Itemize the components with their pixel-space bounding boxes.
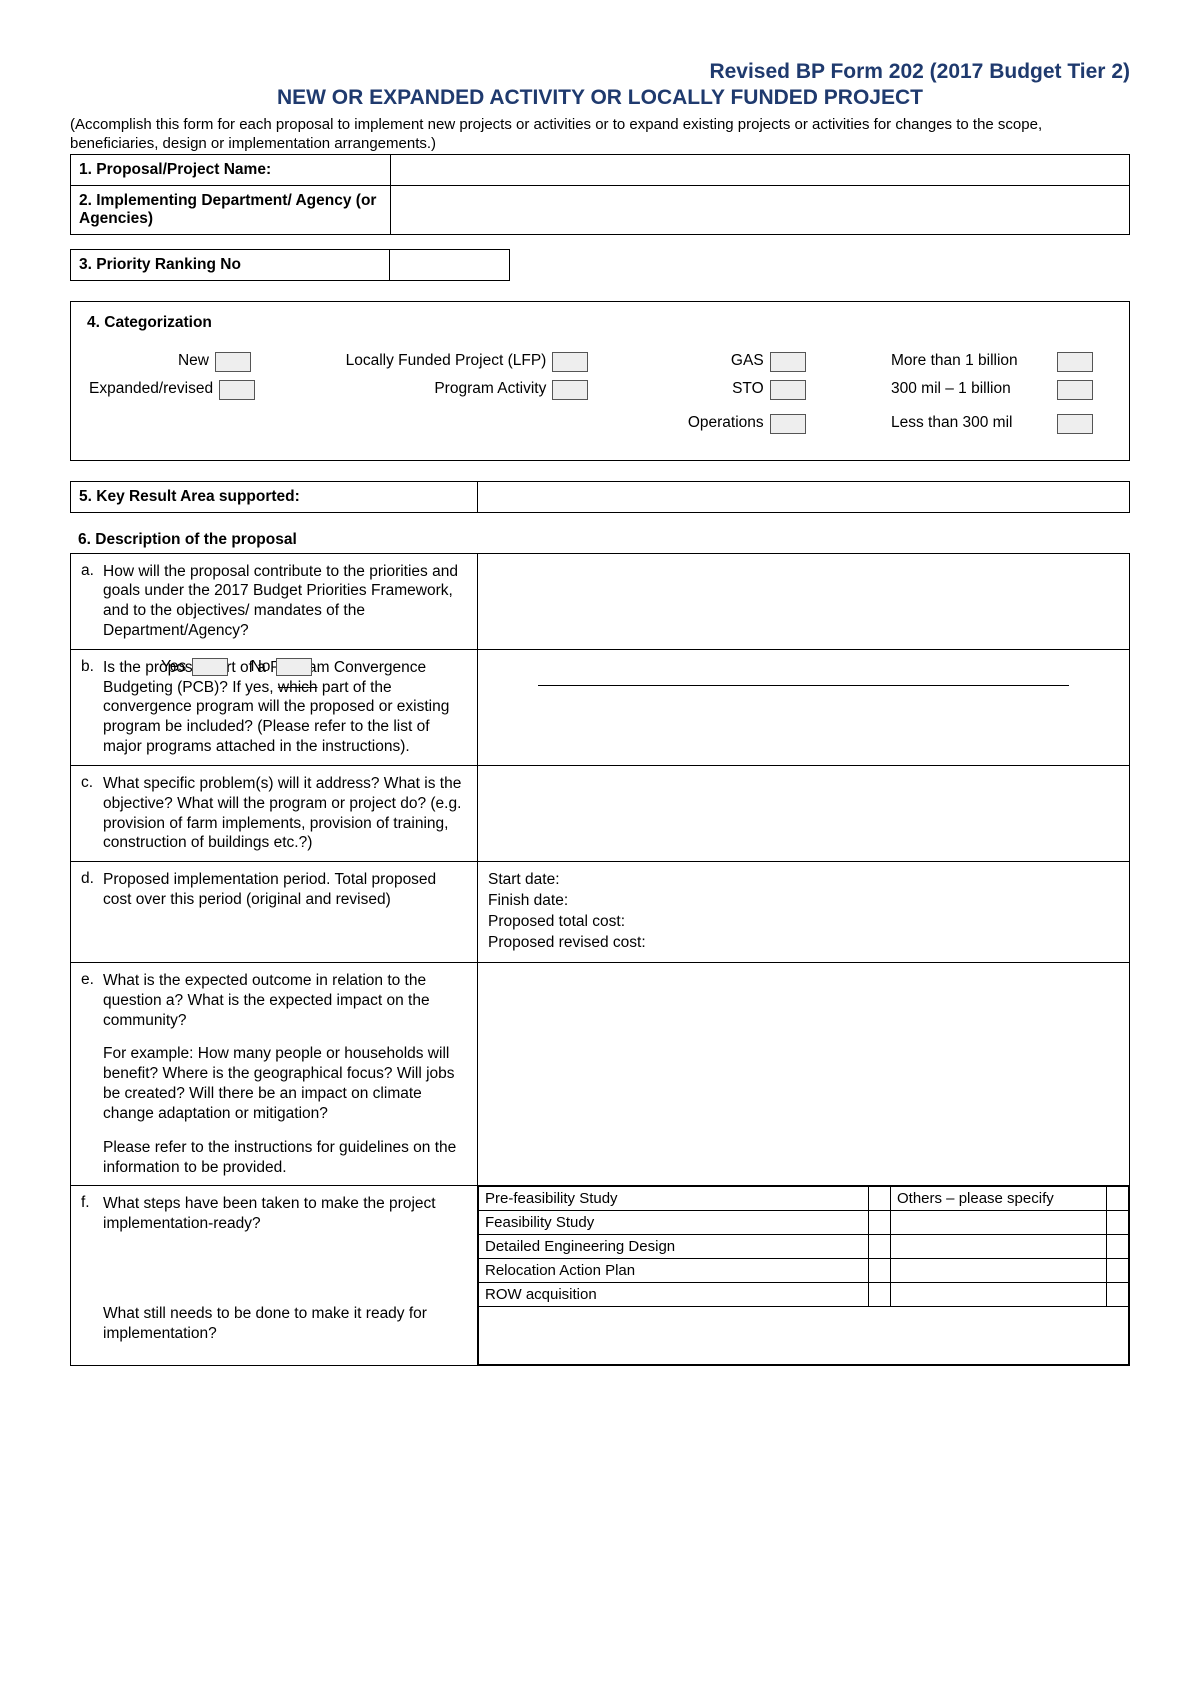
desc-b-blank-line: [538, 668, 1069, 686]
s3-value[interactable]: [390, 249, 510, 280]
cat-gas-label: GAS: [664, 352, 764, 370]
d-start: Start date:: [488, 870, 1119, 891]
f-r3-chk[interactable]: [869, 1235, 891, 1259]
section-1-2-table: 1. Proposal/Project Name: 2. Implementin…: [70, 154, 1130, 235]
section-5-table: 5. Key Result Area supported:: [70, 481, 1130, 513]
f-others-v4-chk[interactable]: [1107, 1283, 1129, 1307]
desc-b-value[interactable]: [478, 649, 1130, 765]
form-page: Revised BP Form 202 (2017 Budget Tier 2)…: [0, 0, 1200, 1698]
f-others-v2[interactable]: [891, 1235, 1107, 1259]
desc-b-no-checkbox[interactable]: [276, 658, 312, 676]
cat-300m1b-checkbox[interactable]: [1057, 380, 1093, 400]
desc-d-text: Proposed implementation period. Total pr…: [103, 870, 467, 910]
s6-num: 6.: [78, 531, 91, 548]
desc-e-li: e.: [81, 971, 103, 1177]
s4-num: 4.: [87, 314, 100, 331]
desc-a-text: How will the proposal contribute to the …: [103, 562, 467, 641]
f-others-v1-chk[interactable]: [1107, 1211, 1129, 1235]
f-others-v4[interactable]: [891, 1283, 1107, 1307]
form-id: Revised BP Form 202 (2017 Budget Tier 2): [70, 60, 1130, 84]
desc-b-strike: which: [278, 679, 318, 696]
s1-value[interactable]: [391, 154, 1130, 185]
s5-label: Key Result Area supported:: [96, 488, 300, 505]
s2-value[interactable]: [391, 185, 1130, 234]
s2-label: Implementing Department/ Agency (or Agen…: [79, 192, 376, 227]
cat-gt1b-checkbox[interactable]: [1057, 352, 1093, 372]
f-q2-value[interactable]: [479, 1307, 1129, 1365]
desc-d-li: d.: [81, 870, 103, 910]
cat-sto-label: STO: [664, 380, 764, 398]
cat-new-label: New: [89, 352, 209, 370]
desc-f-li: f.: [81, 1194, 103, 1234]
f-r2-chk[interactable]: [869, 1211, 891, 1235]
s1-label: Proposal/Project Name:: [96, 161, 271, 178]
desc-e-value[interactable]: [478, 962, 1130, 1185]
cat-ops-label: Operations: [664, 414, 764, 432]
desc-e-p1: What is the expected outcome in relation…: [103, 971, 467, 1030]
f-others-v3-chk[interactable]: [1107, 1259, 1129, 1283]
s6-label: Description of the proposal: [95, 531, 297, 548]
s3-num: 3.: [79, 256, 92, 273]
f-r3: Detailed Engineering Design: [479, 1235, 869, 1259]
d-total: Proposed total cost:: [488, 912, 1119, 933]
f-steps-table: Pre-feasibility Study Others – please sp…: [478, 1186, 1129, 1365]
f-r4-chk[interactable]: [869, 1259, 891, 1283]
cat-progact-checkbox[interactable]: [552, 380, 588, 400]
desc-e-p3: Please refer to the instructions for gui…: [103, 1138, 467, 1178]
f-others-label: Others – please specify: [891, 1187, 1107, 1211]
s3-label: Priority Ranking No: [96, 256, 241, 273]
desc-b-yes-checkbox[interactable]: [192, 658, 228, 676]
d-finish: Finish date:: [488, 891, 1119, 912]
cat-expanded-label: Expanded/revised: [89, 380, 213, 398]
section-3-table: 3. Priority Ranking No: [70, 249, 510, 281]
f-others-v2-chk[interactable]: [1107, 1235, 1129, 1259]
f-others-v1[interactable]: [891, 1211, 1107, 1235]
s2-num: 2.: [79, 192, 92, 209]
desc-d-right[interactable]: Start date: Finish date: Proposed total …: [478, 862, 1130, 963]
f-others-v3[interactable]: [891, 1259, 1107, 1283]
s4-label: Categorization: [104, 314, 212, 331]
cat-new-checkbox[interactable]: [215, 352, 251, 372]
d-revised: Proposed revised cost:: [488, 933, 1119, 954]
cat-300m1b-label: 300 mil – 1 billion: [891, 380, 1051, 398]
cat-gt1b-label: More than 1 billion: [891, 352, 1051, 370]
main-title: NEW OR EXPANDED ACTIVITY OR LOCALLY FUND…: [70, 86, 1130, 110]
f-others-chk[interactable]: [1107, 1187, 1129, 1211]
cat-progact-label: Program Activity: [326, 380, 546, 398]
desc-b-li: b.: [81, 658, 103, 757]
s5-value[interactable]: [478, 481, 1130, 512]
f-r5-chk[interactable]: [869, 1283, 891, 1307]
f-r5: ROW acquisition: [479, 1283, 869, 1307]
desc-f-q2: What still needs to be done to make it r…: [103, 1304, 467, 1344]
cat-gas-checkbox[interactable]: [770, 352, 806, 372]
form-instruction: (Accomplish this form for each proposal …: [70, 116, 1130, 154]
cat-ops-checkbox[interactable]: [770, 414, 806, 434]
cat-lfp-checkbox[interactable]: [552, 352, 588, 372]
section-4-table: 4. Categorization New Expanded/revised: [70, 301, 1130, 461]
cat-sto-checkbox[interactable]: [770, 380, 806, 400]
cat-lfp-label: Locally Funded Project (LFP): [326, 352, 546, 370]
desc-e-text: What is the expected outcome in relation…: [103, 971, 467, 1177]
desc-a-value[interactable]: [478, 553, 1130, 649]
desc-c-text: What specific problem(s) will it address…: [103, 774, 467, 853]
f-r1: Pre-feasibility Study: [479, 1187, 869, 1211]
s5-num: 5.: [79, 488, 92, 505]
desc-c-value[interactable]: [478, 765, 1130, 861]
f-r1-chk[interactable]: [869, 1187, 891, 1211]
description-table: a. How will the proposal contribute to t…: [70, 553, 1130, 1367]
cat-lt300m-checkbox[interactable]: [1057, 414, 1093, 434]
desc-e-p2: For example: How many people or househol…: [103, 1044, 467, 1123]
desc-a-li: a.: [81, 562, 103, 641]
desc-b-no-label: No: [251, 658, 271, 676]
desc-c-li: c.: [81, 774, 103, 853]
s1-num: 1.: [79, 161, 92, 178]
f-r4: Relocation Action Plan: [479, 1259, 869, 1283]
desc-b-yes-label: Yes: [161, 658, 186, 676]
f-r2: Feasibility Study: [479, 1211, 869, 1235]
cat-lt300m-label: Less than 300 mil: [891, 414, 1051, 432]
desc-f-q1: What steps have been taken to make the p…: [103, 1194, 467, 1234]
cat-expanded-checkbox[interactable]: [219, 380, 255, 400]
